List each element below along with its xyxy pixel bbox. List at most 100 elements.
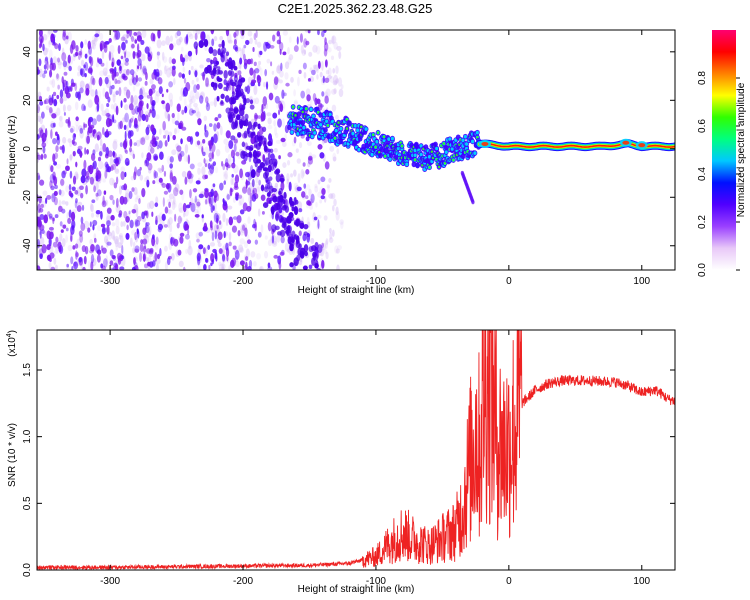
noise-blob <box>272 112 278 119</box>
noise-blob-faint <box>221 261 225 269</box>
noise-blob <box>123 124 127 131</box>
noise-blob <box>211 258 215 265</box>
snr-series-line <box>37 330 675 570</box>
noise-blob <box>68 209 72 218</box>
noise-blob <box>105 128 109 137</box>
noise-band-blob <box>271 206 275 215</box>
noise-blob-faint <box>42 34 48 41</box>
noise-blob <box>320 176 326 183</box>
noise-blob <box>224 54 228 63</box>
noise-blob-faint <box>219 125 223 136</box>
noise-blob-faint <box>46 86 50 92</box>
noise-blob-faint <box>240 224 246 234</box>
noise-blob <box>96 254 101 263</box>
noise-blob <box>202 151 206 157</box>
noise-blob <box>150 147 155 154</box>
noise-blob-faint <box>161 51 165 61</box>
noise-blob <box>280 137 286 143</box>
noise-blob <box>273 76 279 86</box>
noise-blob-faint <box>47 30 53 35</box>
noise-band-blob <box>248 151 252 158</box>
spectrogram-ylabel: Frequency (Hz) <box>7 116 18 185</box>
noise-blob-faint <box>178 36 183 43</box>
noise-blob <box>105 117 111 128</box>
noise-blob <box>221 160 224 167</box>
noise-blob-faint <box>105 238 109 248</box>
noise-blob <box>37 216 41 222</box>
noise-blob <box>137 230 140 239</box>
signal-blob-core <box>333 136 337 140</box>
signal-blob-core <box>382 135 386 139</box>
noise-blob <box>81 204 85 211</box>
noise-blob-faint <box>276 65 282 74</box>
noise-blob-faint <box>115 245 119 251</box>
noise-band-blob <box>248 146 254 152</box>
noise-blob <box>62 31 67 41</box>
signal-blob-mid <box>296 132 300 136</box>
noise-blob-faint <box>312 44 318 53</box>
noise-blob <box>37 154 42 160</box>
noise-blob <box>74 200 78 209</box>
noise-blob-faint <box>324 249 328 255</box>
signal-blob-mid <box>413 148 417 153</box>
noise-blob <box>161 93 164 98</box>
noise-blob-faint <box>306 140 312 146</box>
noise-blob <box>115 176 119 185</box>
noise-blob-faint <box>59 115 64 122</box>
spectrogram-xlabel: Height of straight line (km) <box>298 285 415 296</box>
noise-blob <box>78 230 83 237</box>
noise-blob-faint <box>219 263 225 270</box>
noise-blob <box>224 162 229 168</box>
noise-band-blob <box>267 152 271 160</box>
noise-blob <box>94 94 100 105</box>
noise-blob-faint <box>182 211 186 218</box>
noise-blob-faint <box>67 31 72 42</box>
noise-blob <box>61 170 66 179</box>
noise-blob <box>109 249 114 257</box>
noise-blob <box>303 38 308 48</box>
noise-blob-faint <box>147 145 153 152</box>
noise-blob <box>201 145 204 153</box>
noise-blob-faint <box>72 53 76 62</box>
spectrogram-xtick-label: -100 <box>366 276 386 287</box>
noise-blob <box>39 207 44 213</box>
noise-blob <box>141 211 145 220</box>
noise-blob <box>246 239 252 245</box>
noise-blob <box>54 43 59 50</box>
noise-blob <box>203 157 206 164</box>
noise-blob <box>92 224 95 231</box>
noise-blob-faint <box>99 138 103 147</box>
noise-blob <box>145 72 148 81</box>
noise-blob-faint <box>332 152 337 162</box>
noise-blob <box>183 77 187 84</box>
signal-blob-core <box>301 110 304 114</box>
noise-blob <box>262 154 266 162</box>
noise-blob <box>252 47 255 53</box>
noise-blob <box>281 89 285 99</box>
noise-blob <box>165 102 171 113</box>
noise-blob <box>136 31 142 39</box>
noise-blob <box>67 86 72 93</box>
noise-blob-faint <box>122 117 126 123</box>
noise-blob-faint <box>288 54 294 61</box>
noise-blob <box>44 57 49 66</box>
noise-blob <box>187 228 190 236</box>
noise-blob <box>104 76 109 85</box>
noise-blob-faint <box>164 245 168 252</box>
noise-blob <box>57 84 60 90</box>
noise-band-blob <box>273 161 278 168</box>
noise-blob-faint <box>257 182 261 193</box>
noise-blob-faint <box>188 95 192 103</box>
noise-blob <box>205 77 209 87</box>
noise-blob-faint <box>37 111 40 118</box>
noise-blob <box>77 53 81 60</box>
noise-blob <box>321 259 325 269</box>
noise-blob <box>52 34 56 39</box>
noise-blob <box>223 231 226 239</box>
noise-blob <box>206 57 211 63</box>
snr-ylabel: SNR (10 * v/v) <box>7 423 18 487</box>
noise-blob-faint <box>330 192 336 200</box>
noise-blob <box>219 182 224 191</box>
noise-blob <box>207 244 211 250</box>
spectrogram-xtick-label: 0 <box>506 276 512 287</box>
